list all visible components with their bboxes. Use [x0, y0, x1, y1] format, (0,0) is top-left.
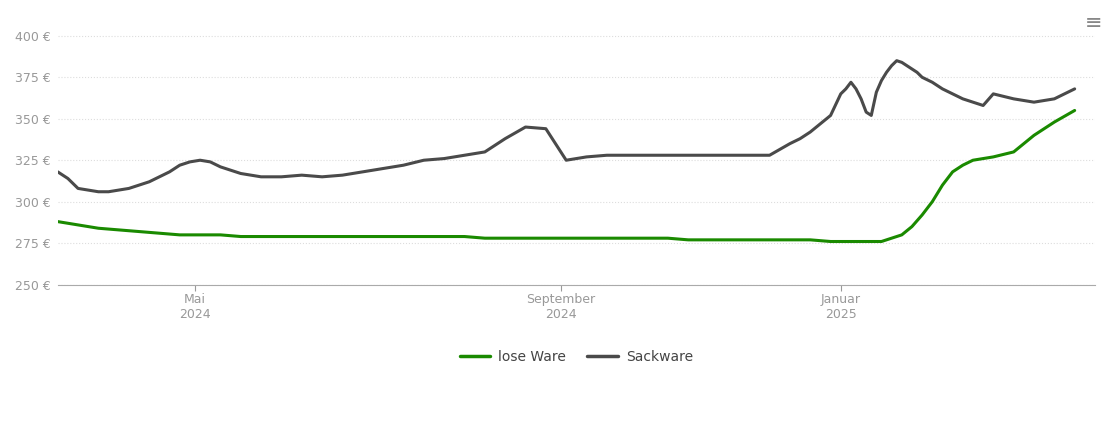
Sackware — [417, 158, 431, 163]
lose Ware — [153, 231, 166, 236]
Line: lose Ware: lose Ware — [58, 111, 1074, 241]
Sackware — [763, 153, 776, 158]
lose Ware — [51, 219, 64, 224]
Sackware — [437, 156, 451, 161]
Sackware — [92, 189, 105, 194]
Sackware — [539, 126, 553, 131]
Sackware — [579, 154, 593, 160]
Sackware — [1068, 87, 1081, 92]
Sackware — [214, 164, 228, 169]
lose Ware — [336, 234, 350, 239]
lose Ware — [1068, 108, 1081, 113]
Sackware — [51, 169, 64, 174]
lose Ware — [640, 235, 654, 241]
lose Ware — [71, 222, 84, 227]
lose Ware — [865, 239, 878, 244]
Sackware — [890, 58, 904, 63]
Legend: lose Ware, Sackware: lose Ware, Sackware — [454, 345, 698, 370]
Text: ≡: ≡ — [1084, 13, 1102, 32]
Line: Sackware: Sackware — [58, 61, 1074, 192]
lose Ware — [214, 233, 228, 238]
lose Ware — [824, 239, 837, 244]
